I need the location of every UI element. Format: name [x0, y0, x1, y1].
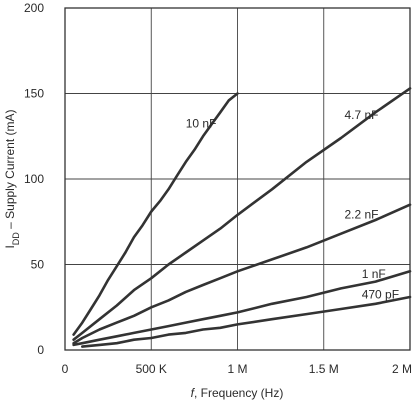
x-axis-title: f, Frequency (Hz)	[191, 386, 284, 400]
series-label-10-nf: 10 nF	[186, 117, 217, 131]
plot-frame	[64, 7, 411, 351]
grid-lines	[65, 8, 410, 350]
y-tick-label: 150	[24, 87, 44, 101]
series-labels: 10 nF 4.7 nF 2.2 nF 1 nF 470 pF	[186, 108, 399, 302]
series-label-1-nf: 1 nF	[362, 267, 386, 281]
y-tick-label: 50	[31, 258, 45, 272]
y-tick-label: 100	[24, 172, 44, 186]
y-tick-label: 0	[37, 343, 44, 357]
series-label-470-pf: 470 pF	[362, 288, 399, 302]
y-tick-label: 200	[24, 1, 44, 15]
series-line-1-nf	[72, 269, 412, 347]
series-label-22-nf: 2.2 nF	[344, 207, 378, 221]
series-line-47-nf	[72, 87, 412, 342]
series-label-47-nf: 4.7 nF	[344, 108, 378, 122]
series-line-470-pf	[81, 295, 412, 348]
x-tick-label: 1.5 M	[309, 362, 339, 376]
x-tick-label: 0	[62, 362, 69, 376]
series-line-22-nf	[72, 203, 412, 345]
x-tick-label: 1 M	[227, 362, 247, 376]
y-axis-title: IDD – Supply Current (mA)	[3, 109, 21, 248]
x-tick-label: 2 M	[392, 362, 412, 376]
series-lines	[72, 87, 412, 348]
x-axis-tick-labels: 0 500 K 1 M 1.5 M 2 M	[62, 362, 412, 376]
y-axis-tick-labels: 0 50 100 150 200	[24, 1, 44, 357]
x-tick-label: 500 K	[136, 362, 167, 376]
series-line-10-nf	[72, 92, 239, 336]
